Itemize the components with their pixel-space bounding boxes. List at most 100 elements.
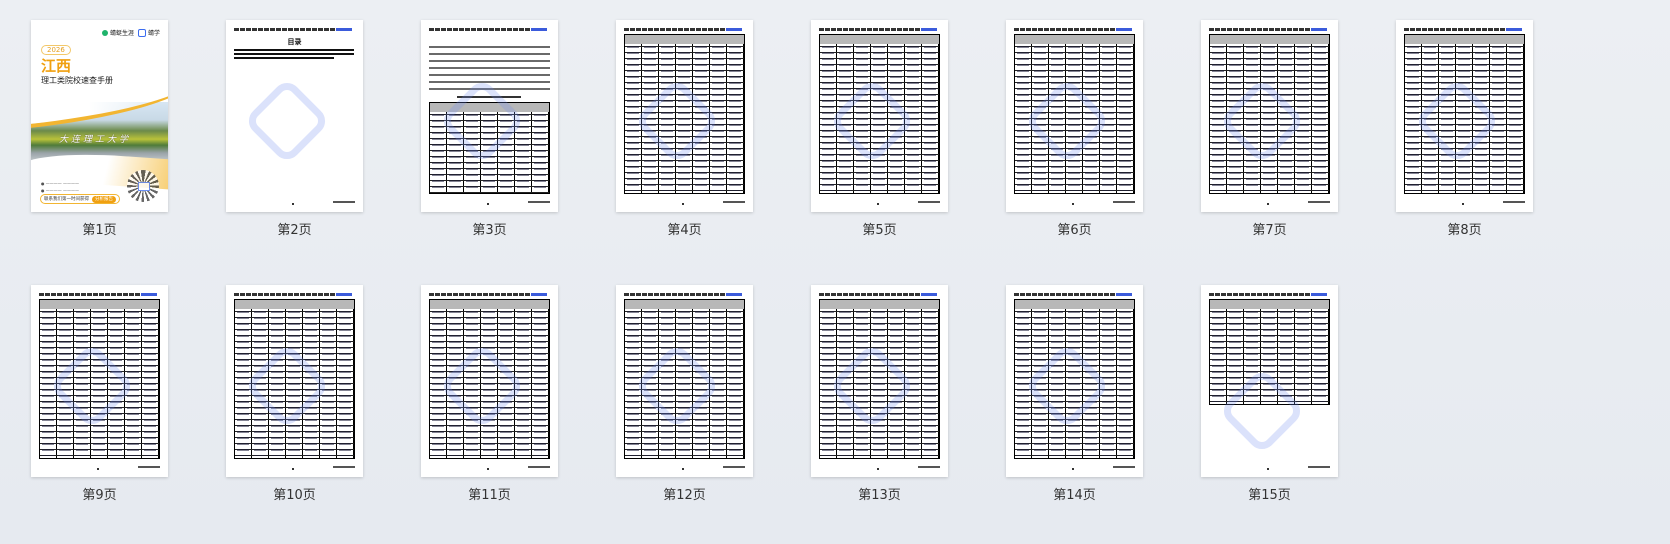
page-footer (138, 466, 160, 468)
data-table (624, 34, 745, 194)
page-header (429, 28, 547, 31)
brand-logo: 蜻蜓生涯 (102, 28, 134, 37)
data-table (819, 299, 940, 459)
contact-info: ● ———— ———— ● ———— ———— (41, 181, 80, 193)
data-table (234, 299, 355, 459)
data-table (624, 299, 745, 459)
page-thumbnail-13[interactable]: 第13页 (811, 285, 948, 504)
page-thumbnail-9[interactable]: 第9页 (31, 285, 168, 504)
page-header (1014, 293, 1132, 296)
brand-logo: 蜻学 (138, 28, 160, 37)
page-thumbnail-8[interactable]: 第8页 (1396, 20, 1533, 239)
data-table (1014, 34, 1135, 194)
page-preview[interactable] (421, 285, 558, 477)
cover-subtitle: 理工类院校速查手册 (41, 76, 113, 85)
page-header (234, 28, 352, 31)
page-footer (723, 201, 745, 203)
cta-banner: 联系我们第一时间获得 分析报告 (40, 194, 120, 204)
page-header (819, 28, 937, 31)
page-header (39, 293, 157, 296)
page-preview[interactable] (1006, 285, 1143, 477)
page-preview[interactable]: 目录 (226, 20, 363, 212)
intro-paragraph (429, 44, 550, 92)
page-preview[interactable] (31, 285, 168, 477)
page-footer (918, 466, 940, 468)
page-footer (528, 466, 550, 468)
toc-entry (234, 49, 354, 51)
page-footer (1113, 201, 1135, 203)
page-thumbnail-1[interactable]: 蜻蜓生涯 蜻学 2026 江西 理工类院校速查手册 大连理工大学 ● ———— —… (31, 20, 168, 239)
data-table (1209, 34, 1330, 194)
page-label: 第1页 (82, 223, 117, 238)
page-header (624, 28, 742, 31)
page-footer (528, 201, 550, 203)
page-header (1209, 28, 1327, 31)
page-footer (333, 201, 355, 203)
page-label: 第7页 (1252, 223, 1287, 238)
page-header (1209, 293, 1327, 296)
page-preview[interactable] (616, 285, 753, 477)
qr-code (127, 170, 159, 202)
toc-title: 目录 (287, 38, 302, 46)
page-preview[interactable] (811, 20, 948, 212)
toc-entry (234, 53, 354, 55)
page-header (819, 293, 937, 296)
page-preview[interactable] (616, 20, 753, 212)
page-thumbnail-7[interactable]: 第7页 (1201, 20, 1338, 239)
data-table (1014, 299, 1135, 459)
page-thumbnail-10[interactable]: 第10页 (226, 285, 363, 504)
page-thumbnail-4[interactable]: 第4页 (616, 20, 753, 239)
page-thumbnail-12[interactable]: 第12页 (616, 285, 753, 504)
page-preview[interactable] (421, 20, 558, 212)
page-label: 第6页 (1057, 223, 1092, 238)
page-thumbnail-5[interactable]: 第5页 (811, 20, 948, 239)
page-thumbnail-3[interactable]: 第3页 (421, 20, 558, 239)
page-header (429, 293, 547, 296)
watermark-logo (243, 77, 331, 165)
page-footer (1503, 201, 1525, 203)
page-preview[interactable] (1006, 20, 1143, 212)
data-table (429, 102, 550, 194)
page-thumbnail-6[interactable]: 第6页 (1006, 20, 1143, 239)
page-label: 第5页 (862, 223, 897, 238)
page-header (624, 293, 742, 296)
page-preview[interactable] (1201, 285, 1338, 477)
page-preview[interactable] (226, 285, 363, 477)
data-table (1209, 299, 1330, 405)
page-footer (1308, 201, 1330, 203)
page-preview[interactable] (1396, 20, 1533, 212)
page-label: 第11页 (468, 488, 511, 503)
page-thumbnail-2[interactable]: 目录 第2页 (226, 20, 363, 239)
page-label: 第9页 (82, 488, 117, 503)
page-header (1014, 28, 1132, 31)
page-label: 第12页 (663, 488, 706, 503)
page-preview[interactable]: 蜻蜓生涯 蜻学 2026 江西 理工类院校速查手册 大连理工大学 ● ———— —… (31, 20, 168, 212)
page-preview[interactable] (811, 285, 948, 477)
page-thumbnail-11[interactable]: 第11页 (421, 285, 558, 504)
cover-year: 2026 (41, 45, 71, 55)
page-thumbnail-15[interactable]: 第15页 (1201, 285, 1338, 504)
page-preview[interactable] (1201, 20, 1338, 212)
page-thumbnail-14[interactable]: 第14页 (1006, 285, 1143, 504)
table-caption (457, 96, 521, 98)
page-footer (1113, 466, 1135, 468)
page-footer (333, 466, 355, 468)
page-label: 第3页 (472, 223, 507, 238)
page-label: 第2页 (277, 223, 312, 238)
page-label: 第8页 (1447, 223, 1482, 238)
data-table (39, 299, 160, 459)
page-footer (918, 201, 940, 203)
page-label: 第10页 (273, 488, 316, 503)
page-label: 第14页 (1053, 488, 1096, 503)
toc-entry (234, 57, 334, 59)
page-label: 第13页 (858, 488, 901, 503)
data-table (429, 299, 550, 459)
page-footer (723, 466, 745, 468)
calligraphy-text: 大连理工大学 (59, 135, 132, 145)
page-header (1404, 28, 1522, 31)
page-header (234, 293, 352, 296)
cover-province: 江西 (41, 57, 72, 75)
page-label: 第4页 (667, 223, 702, 238)
data-table (1404, 34, 1525, 194)
page-thumbnail-grid: 蜻蜓生涯 蜻学 2026 江西 理工类院校速查手册 大连理工大学 ● ———— —… (31, 20, 1533, 504)
